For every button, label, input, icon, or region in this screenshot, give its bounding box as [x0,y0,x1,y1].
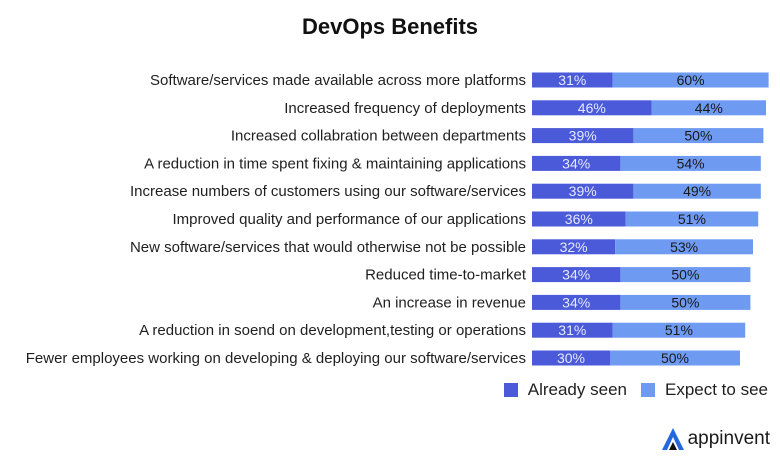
category-label: Reduced time-to-market [365,267,527,284]
value-label-expect-to-see: 50% [671,267,699,283]
value-label-expect-to-see: 50% [684,128,712,144]
bar-expect-to-see [620,294,751,310]
bar-expect-to-see [612,72,769,88]
value-label-already-seen: 30% [557,350,585,366]
bar-already-seen [532,322,613,338]
value-label-already-seen: 39% [569,183,597,199]
bar-group: Software/services made available across … [26,72,769,367]
bar-already-seen [532,267,621,283]
value-label-expect-to-see: 53% [670,239,698,255]
bar-expect-to-see [610,350,740,366]
value-label-expect-to-see: 60% [677,72,705,88]
value-label-already-seen: 32% [560,239,588,255]
bar-already-seen [532,155,621,171]
value-label-expect-to-see: 44% [695,100,723,116]
category-label: Improved quality and performance of our … [172,211,526,228]
bar-already-seen [532,128,634,144]
value-label-already-seen: 39% [569,128,597,144]
legend-swatch-already-seen [503,383,518,397]
bar-already-seen [532,350,610,366]
category-label: Increased collabration between departmen… [231,128,526,145]
value-label-expect-to-see: 54% [677,155,705,171]
category-label: Fewer employees working on developing & … [26,350,526,367]
legend-item-already-seen: Already seen [503,380,627,400]
bar-already-seen [532,294,621,310]
bar-expect-to-see [620,155,761,171]
category-label: A reduction in soend on development,test… [139,322,526,339]
value-label-expect-to-see: 51% [678,211,706,227]
bar-expect-to-see [633,183,761,199]
value-label-expect-to-see: 50% [661,350,689,366]
bar-expect-to-see [625,211,759,227]
bar-expect-to-see [620,267,751,283]
category-label: Increase numbers of customers using our … [130,183,526,200]
value-label-already-seen: 36% [565,211,593,227]
bar-already-seen [532,100,652,116]
category-label: Software/services made available across … [150,72,526,89]
legend-swatch-expect-to-see [640,383,655,397]
bar-already-seen [532,211,626,227]
bar-already-seen [532,72,613,88]
bar-expect-to-see [612,322,746,338]
bar-already-seen [532,239,616,255]
value-label-already-seen: 34% [562,267,590,283]
value-label-already-seen: 31% [558,72,586,88]
legend: Already seen Expect to see [490,380,768,400]
value-label-expect-to-see: 50% [671,294,699,310]
brand-logo: appinvent [660,426,770,452]
appinvent-logo-icon [661,428,684,450]
legend-label-expect-to-see: Expect to see [664,380,768,399]
category-label: New software/services that would otherwi… [130,239,526,256]
bar-already-seen [532,183,634,199]
bar-expect-to-see [633,128,764,144]
value-label-already-seen: 31% [558,322,586,338]
value-label-expect-to-see: 49% [683,183,711,199]
value-label-already-seen: 34% [562,155,590,171]
chart-title: DevOps Benefits [301,14,479,39]
value-label-expect-to-see: 51% [665,322,693,338]
bar-expect-to-see [651,100,766,116]
bar-expect-to-see [615,239,753,255]
category-label: Increased frequency of deployments [284,100,526,117]
logo-text: appinvent [687,428,770,449]
value-label-already-seen: 34% [562,294,590,310]
legend-label-already-seen: Already seen [527,380,627,399]
value-label-already-seen: 46% [578,100,606,116]
category-label: A reduction in time spent fixing & maint… [144,155,526,172]
legend-item-expect-to-see: Expect to see [640,380,768,400]
category-label: An increase in revenue [373,294,526,311]
